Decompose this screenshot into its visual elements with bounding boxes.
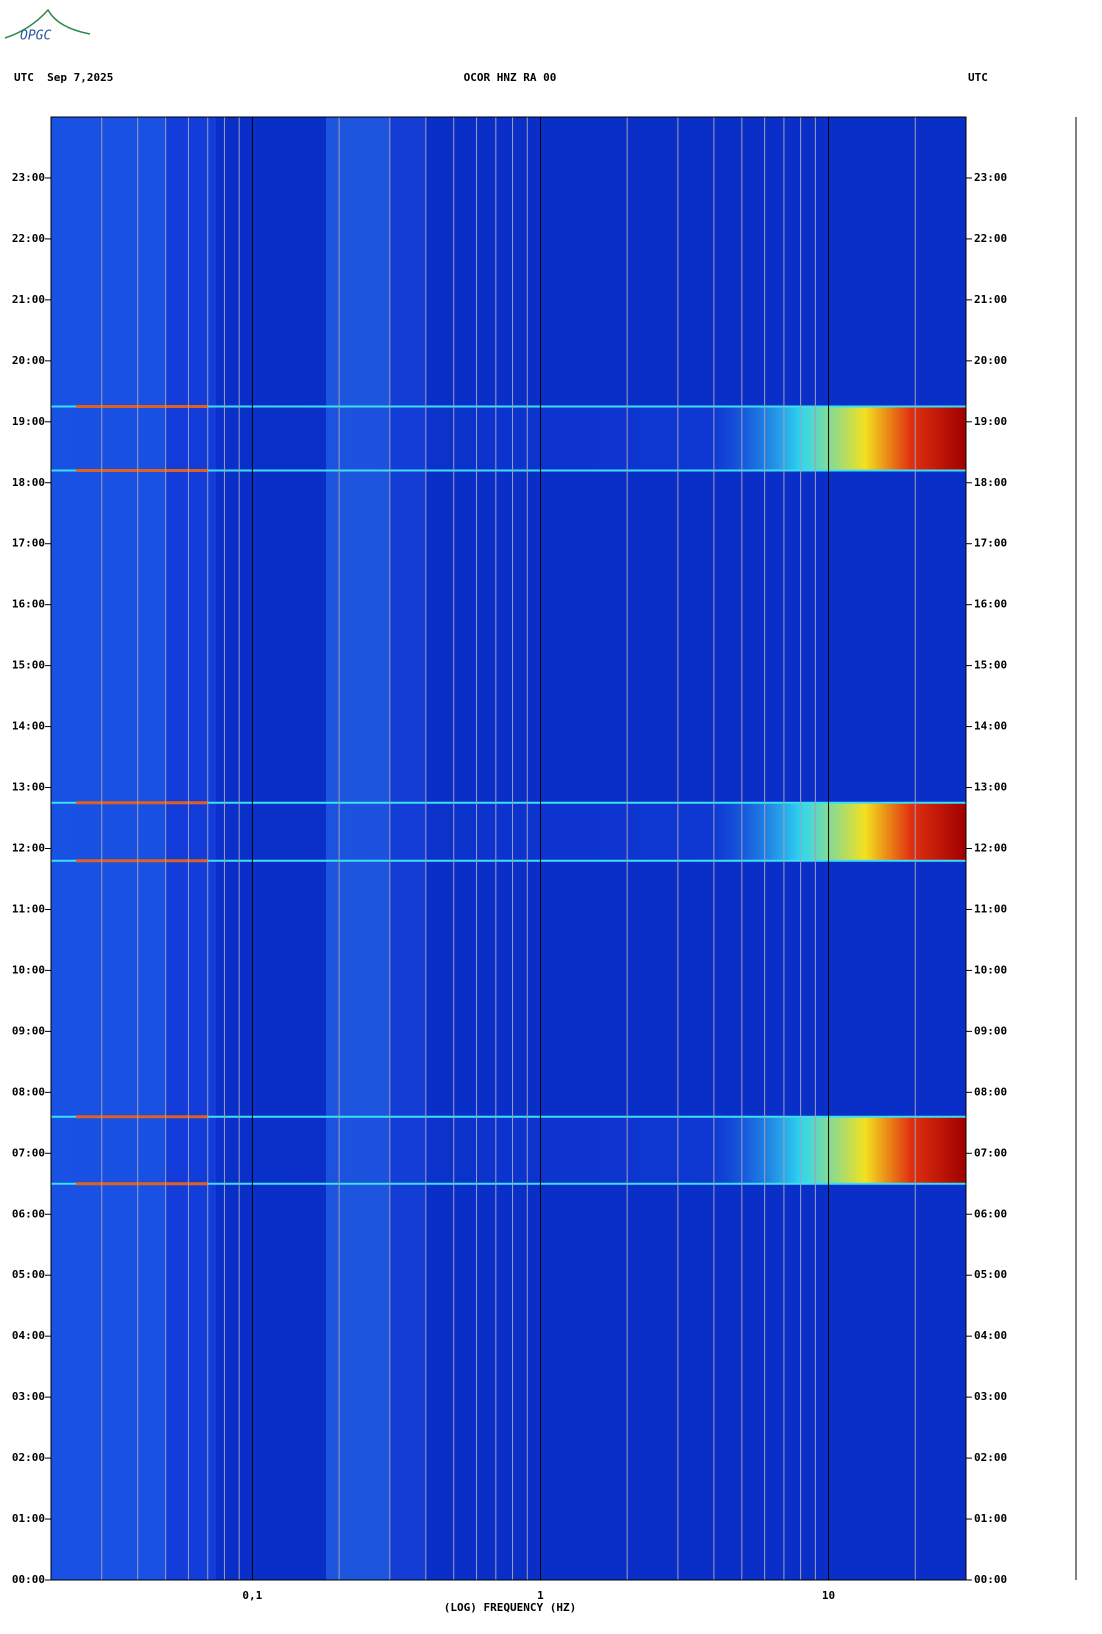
y-tick-label: 03:00 bbox=[12, 1390, 45, 1403]
y-tick-label: 21:00 bbox=[12, 293, 45, 306]
header-right: UTC bbox=[968, 71, 988, 84]
y-tick-label: 02:00 bbox=[974, 1451, 1007, 1464]
burst bbox=[51, 406, 966, 471]
x-tick-label: 0,1 bbox=[242, 1589, 262, 1602]
y-tick-label: 00:00 bbox=[12, 1573, 45, 1586]
y-tick-label: 03:00 bbox=[974, 1390, 1007, 1403]
y-tick-label: 16:00 bbox=[12, 598, 45, 611]
y-tick-label: 05:00 bbox=[12, 1268, 45, 1281]
y-tick-label: 17:00 bbox=[974, 537, 1007, 550]
plot-frame bbox=[50, 116, 967, 1581]
y-tick-label: 19:00 bbox=[974, 415, 1007, 428]
y-tick-label: 08:00 bbox=[974, 1085, 1007, 1098]
y-tick-label: 09:00 bbox=[974, 1024, 1007, 1037]
y-tick-label: 14:00 bbox=[974, 720, 1007, 733]
y-tick-label: 18:00 bbox=[12, 476, 45, 489]
y-tick-label: 13:00 bbox=[12, 781, 45, 794]
x-tick-label: 1 bbox=[537, 1589, 544, 1602]
y-tick-label: 01:00 bbox=[974, 1512, 1007, 1525]
y-tick-label: 20:00 bbox=[12, 354, 45, 367]
y-tick-label: 01:00 bbox=[12, 1512, 45, 1525]
y-tick-label: 12:00 bbox=[974, 842, 1007, 855]
y-tick-label: 09:00 bbox=[12, 1024, 45, 1037]
y-tick-label: 11:00 bbox=[12, 902, 45, 915]
y-tick-label: 15:00 bbox=[974, 659, 1007, 672]
chart-title: OCOR HNZ RA 00 bbox=[464, 71, 557, 84]
y-tick-label: 11:00 bbox=[974, 902, 1007, 915]
x-tick-label: 10 bbox=[822, 1589, 835, 1602]
y-tick-label: 19:00 bbox=[12, 415, 45, 428]
y-tick-label: 20:00 bbox=[974, 354, 1007, 367]
y-tick-label: 13:00 bbox=[974, 781, 1007, 794]
y-tick-label: 06:00 bbox=[12, 1207, 45, 1220]
y-tick-label: 02:00 bbox=[12, 1451, 45, 1464]
x-axis-label: (LOG) FREQUENCY (HZ) bbox=[444, 1601, 576, 1614]
burst bbox=[51, 1116, 966, 1184]
y-tick-label: 18:00 bbox=[974, 476, 1007, 489]
y-tick-label: 06:00 bbox=[974, 1207, 1007, 1220]
y-tick-label: 14:00 bbox=[12, 720, 45, 733]
y-tick-label: 07:00 bbox=[974, 1146, 1007, 1159]
y-tick-label: 21:00 bbox=[974, 293, 1007, 306]
y-tick-label: 22:00 bbox=[12, 232, 45, 245]
burst bbox=[51, 802, 966, 861]
logo: OPGC bbox=[20, 29, 51, 44]
y-tick-label: 22:00 bbox=[974, 232, 1007, 245]
y-tick-label: 15:00 bbox=[12, 659, 45, 672]
y-tick-label: 07:00 bbox=[12, 1146, 45, 1159]
y-tick-label: 08:00 bbox=[12, 1085, 45, 1098]
y-tick-label: 00:00 bbox=[974, 1573, 1007, 1586]
y-tick-label: 16:00 bbox=[974, 598, 1007, 611]
y-tick-label: 10:00 bbox=[974, 963, 1007, 976]
y-tick-label: 04:00 bbox=[974, 1329, 1007, 1342]
y-tick-label: 05:00 bbox=[974, 1268, 1007, 1281]
y-tick-label: 23:00 bbox=[974, 171, 1007, 184]
header-left: UTC Sep 7,2025 bbox=[14, 71, 113, 84]
y-tick-label: 23:00 bbox=[12, 171, 45, 184]
y-tick-label: 04:00 bbox=[12, 1329, 45, 1342]
y-tick-label: 12:00 bbox=[12, 842, 45, 855]
logo-mark bbox=[4, 8, 91, 39]
y-tick-label: 10:00 bbox=[12, 963, 45, 976]
y-tick-label: 17:00 bbox=[12, 537, 45, 550]
